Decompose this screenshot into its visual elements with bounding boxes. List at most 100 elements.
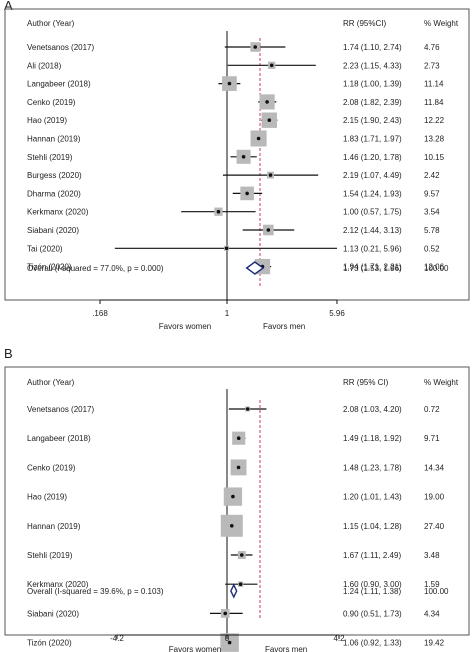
panel-b-study-rr: 1.06 (0.92, 1.33) bbox=[343, 639, 402, 648]
panel-a-study-name: Hao (2019) bbox=[27, 116, 67, 125]
panel-a-header-weight: % Weight bbox=[424, 19, 459, 28]
panel-b-point-estimate bbox=[239, 553, 244, 557]
panel-a-study-name: Cenko (2019) bbox=[27, 98, 76, 107]
panel-a-point-estimate bbox=[253, 45, 258, 49]
panel-b-study-weight: 1.59 bbox=[424, 580, 440, 589]
panel-a-point-estimate bbox=[265, 100, 269, 104]
panel-b-point-estimate bbox=[238, 582, 243, 586]
panel-a-study-name: Hannan (2019) bbox=[27, 135, 81, 144]
panel-a-study-rr: 1.83 (1.71, 1.97) bbox=[343, 135, 402, 144]
panel-b-study-rr: 1.60 (0.90, 3.00) bbox=[343, 580, 402, 589]
panel-b-study-name: Stehli (2019) bbox=[27, 551, 73, 560]
panel-b-favors-men-label: Favors men bbox=[265, 645, 307, 652]
panel-b-study-rr: 2.08 (1.03, 4.20) bbox=[343, 405, 402, 414]
panel-a-overall-rr: 1.73 (1.53, 1.96) bbox=[343, 264, 402, 273]
panel-a-study-weight: 4.76 bbox=[424, 43, 440, 52]
panel-a-study-rr: 1.46 (1.20, 1.78) bbox=[343, 153, 402, 162]
panel-b-point-estimate bbox=[229, 524, 234, 528]
panel-b-study-rr: 1.15 (1.04, 1.28) bbox=[343, 522, 402, 531]
panel-a-study-rr: 2.19 (1.07, 4.49) bbox=[343, 171, 402, 180]
panel-a-label: A bbox=[4, 0, 13, 13]
panel-b-study-weight: 14.34 bbox=[424, 463, 445, 472]
panel-a-overall-label: Overall (I-squared = 77.0%, p = 0.000) bbox=[27, 264, 164, 273]
panel-b-study-weight: 9.71 bbox=[424, 434, 440, 443]
panel-a-study-name: Tai (2020) bbox=[27, 244, 63, 253]
panel-a-x-tick-label: 1 bbox=[225, 309, 230, 318]
panel-a-x-tick-label: 5.96 bbox=[329, 309, 345, 318]
panel-a-study-name: Stehli (2019) bbox=[27, 153, 73, 162]
panel-a-point-estimate bbox=[227, 81, 232, 86]
panel-a-point-estimate bbox=[224, 246, 229, 251]
panel-a-study-rr: 2.15 (1.90, 2.43) bbox=[343, 116, 402, 125]
panel-b-study-rr: 1.48 (1.23, 1.78) bbox=[343, 463, 402, 472]
panel-b-study-rr: 1.20 (1.01, 1.43) bbox=[343, 493, 402, 502]
panel-a-point-estimate bbox=[216, 209, 221, 214]
panel-a-study-rr: 1.18 (1.00, 1.39) bbox=[343, 80, 402, 89]
panel-b-study-rr: 0.90 (0.51, 1.73) bbox=[343, 609, 402, 618]
panel-b-overall-rr: 1.24 (1.11, 1.38) bbox=[343, 587, 401, 596]
panel-a-study-name: Langabeer (2018) bbox=[27, 80, 91, 89]
panel-a-x-tick-label: .168 bbox=[92, 309, 108, 318]
panel-a-study-name: Burgess (2020) bbox=[27, 171, 82, 180]
panel-a-point-estimate bbox=[266, 228, 271, 232]
panel-b-point-estimate bbox=[231, 494, 235, 499]
panel-b-study-weight: 3.48 bbox=[424, 551, 440, 560]
panel-a-favors-men-label: Favors men bbox=[263, 322, 305, 331]
panel-a-study-weight: 9.57 bbox=[424, 189, 440, 198]
panel-a-study-weight: 12.06 bbox=[424, 263, 445, 272]
panel-a-overall-diamond bbox=[245, 261, 265, 275]
panel-a-study-weight: 10.15 bbox=[424, 153, 445, 162]
panel-b-overall-diamond bbox=[230, 583, 238, 599]
panel-b-x-tick-label: -4.2 bbox=[110, 634, 124, 643]
panel-b-point-estimate bbox=[227, 640, 232, 645]
panel-b-x-tick-label: 4.2 bbox=[333, 634, 345, 643]
panel-a-study-weight: 0.52 bbox=[424, 244, 440, 253]
panel-a-header-study: Author (Year) bbox=[27, 19, 75, 28]
panel-a-study-name: Dharma (2020) bbox=[27, 189, 81, 198]
panel-a-point-estimate bbox=[267, 118, 272, 122]
panel-a-study-rr: 2.23 (1.15, 4.33) bbox=[343, 61, 402, 70]
panel-a-favors-women-label: Favors women bbox=[159, 322, 211, 331]
panel-b-overall-label: Overall (I-squared = 39.6%, p = 0.103) bbox=[27, 587, 164, 596]
panel-a-study-weight: 5.78 bbox=[424, 226, 440, 235]
panel-a-study-name: Siabani (2020) bbox=[27, 226, 79, 235]
panel-b-favors-women-label: Favors women bbox=[169, 645, 221, 652]
panel-a-study-rr: 1.13 (0.21, 5.96) bbox=[343, 244, 402, 253]
panel-a-study-rr: 2.12 (1.44, 3.13) bbox=[343, 226, 402, 235]
panel-a-study-name: Venetsanos (2017) bbox=[27, 43, 94, 52]
panel-b-study-name: Kerkmanx (2020) bbox=[27, 580, 89, 589]
panel-a-study-rr: 2.08 (1.82, 2.39) bbox=[343, 98, 402, 107]
panel-b-label: B bbox=[4, 346, 13, 361]
panel-b-study-name: Tizón (2020) bbox=[27, 639, 72, 648]
panel-a-study-rr: 1.00 (0.57, 1.75) bbox=[343, 208, 402, 217]
panel-b-study-weight: 0.72 bbox=[424, 405, 440, 414]
panel-a-point-estimate bbox=[245, 191, 249, 196]
panel-a-study-rr: 1.74 (1.10, 2.74) bbox=[343, 43, 402, 52]
panel-b-header-weight: % Weight bbox=[424, 378, 459, 387]
panel-a-study-weight: 11.84 bbox=[424, 98, 444, 107]
panel-b-study-name: Cenko (2019) bbox=[27, 463, 76, 472]
panel-a-point-estimate bbox=[241, 155, 246, 159]
panel-a-study-weight: 2.42 bbox=[424, 171, 440, 180]
panel-a-point-estimate bbox=[268, 173, 273, 177]
panel-a-study-weight: 12.22 bbox=[424, 116, 445, 125]
panel-b-study-weight: 4.34 bbox=[424, 609, 440, 618]
panel-b-overall-weight: 100.00 bbox=[424, 587, 449, 596]
panel-a-header-rr: RR (95%CI) bbox=[343, 19, 386, 28]
panel-b-x-tick-label: 0 bbox=[225, 634, 230, 643]
panel-a-point-estimate bbox=[256, 136, 261, 141]
panel-b-study-name: Venetsanos (2017) bbox=[27, 405, 94, 414]
panel-a-study-weight: 13.28 bbox=[424, 135, 445, 144]
panel-a-point-estimate bbox=[269, 63, 274, 68]
panel-b-study-rr: 1.67 (1.11, 2.49) bbox=[343, 551, 401, 560]
panel-b-study-rr: 1.49 (1.18, 1.92) bbox=[343, 434, 402, 443]
panel-b-study-name: Langabeer (2018) bbox=[27, 434, 91, 443]
panel-a-study-name: Tizón (2020) bbox=[27, 263, 72, 272]
panel-a-overall-weight: 100.00 bbox=[424, 264, 449, 273]
panel-b-study-weight: 19.00 bbox=[424, 493, 445, 502]
panel-a-study-weight: 3.54 bbox=[424, 208, 440, 217]
panel-b-study-name: Hannan (2019) bbox=[27, 522, 81, 531]
panel-a-study-rr: 1.94 (1.71, 2.21) bbox=[343, 263, 402, 272]
panel-b-header-study: Author (Year) bbox=[27, 378, 75, 387]
panel-b-header-rr: RR (95% CI) bbox=[343, 378, 389, 387]
